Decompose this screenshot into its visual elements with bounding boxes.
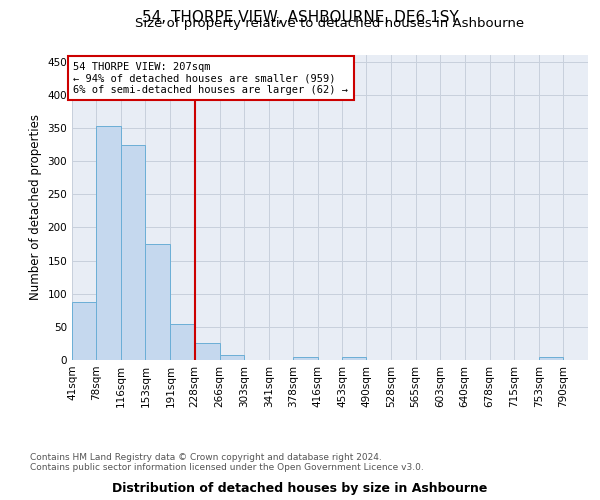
Bar: [220, 354, 244, 360]
Text: Distribution of detached houses by size in Ashbourne: Distribution of detached houses by size …: [112, 482, 488, 495]
Bar: [293, 356, 318, 360]
Bar: [72, 302, 96, 360]
Bar: [96, 126, 121, 360]
Text: 54 THORPE VIEW: 207sqm
← 94% of detached houses are smaller (959)
6% of semi-det: 54 THORPE VIEW: 207sqm ← 94% of detached…: [73, 62, 349, 95]
Bar: [194, 344, 220, 360]
Bar: [145, 244, 170, 360]
Title: Size of property relative to detached houses in Ashbourne: Size of property relative to detached ho…: [136, 17, 524, 30]
Bar: [539, 356, 563, 360]
Text: Contains HM Land Registry data © Crown copyright and database right 2024.
Contai: Contains HM Land Registry data © Crown c…: [30, 453, 424, 472]
Text: 54, THORPE VIEW, ASHBOURNE, DE6 1SY: 54, THORPE VIEW, ASHBOURNE, DE6 1SY: [142, 10, 458, 25]
Y-axis label: Number of detached properties: Number of detached properties: [29, 114, 42, 300]
Bar: [121, 144, 145, 360]
Bar: [342, 356, 367, 360]
Bar: [170, 324, 194, 360]
